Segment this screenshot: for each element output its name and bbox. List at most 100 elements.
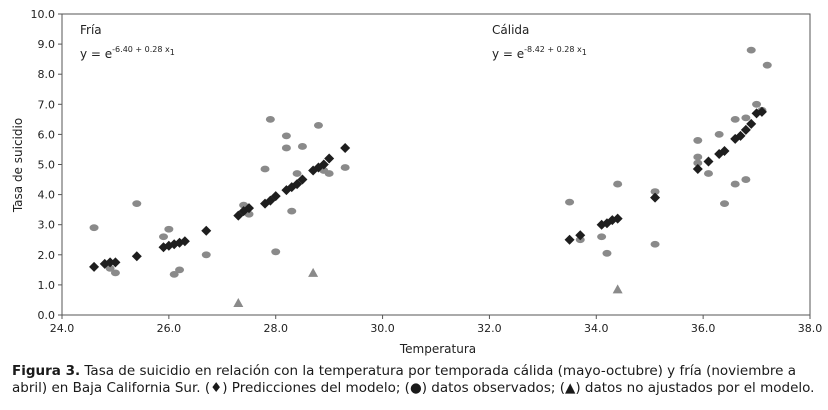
prediction-point [719, 145, 730, 156]
prediction-point [612, 213, 623, 224]
x-tick-label: 36.0 [691, 322, 716, 335]
y-tick-label: 9.0 [38, 38, 56, 51]
x-tick-label: 24.0 [50, 322, 75, 335]
prediction-point [270, 191, 281, 202]
observed-point [271, 248, 281, 256]
x-tick-label: 32.0 [477, 322, 502, 335]
y-tick-label: 7.0 [38, 98, 56, 111]
observed-point [169, 270, 179, 278]
panel-label-calida: Cálida [492, 23, 529, 37]
prediction-point [297, 174, 308, 185]
observed-point [292, 170, 302, 177]
prediction-point [650, 192, 661, 203]
observed-point [693, 153, 703, 161]
observed-point [281, 144, 291, 152]
observed-point [703, 170, 713, 177]
prediction-point [179, 236, 190, 247]
x-tick-label: 26.0 [157, 322, 182, 335]
prediction-point [131, 251, 142, 262]
observed-point [650, 240, 660, 248]
observed-point [324, 170, 334, 177]
observed-point [650, 188, 660, 195]
observed-point [762, 61, 772, 69]
y-tick-label: 6.0 [38, 128, 56, 141]
x-tick-label: 30.0 [370, 322, 395, 335]
y-tick-label: 8.0 [38, 68, 56, 81]
x-tick-label: 28.0 [263, 322, 288, 335]
prediction-point [244, 203, 254, 214]
prediction-point [340, 142, 351, 153]
figure-caption: Figura 3. Tasa de suicidio en relación c… [12, 363, 818, 397]
prediction-point [703, 156, 714, 167]
equation-fria-base: y = e [80, 47, 112, 61]
equation-calida: y = e-8.42 + 0.28 x1 [492, 45, 587, 61]
tick-labels: 24.0 26.0 28.0 30.0 32.0 34.0 36.0 38.0 0.0 1.0 2.… [31, 8, 823, 335]
y-tick-label: 10.0 [31, 8, 56, 21]
equation-fria-exponent: -6.40 + 0.28 x [112, 45, 170, 54]
unfitted-point [612, 284, 623, 294]
unfitted-point [233, 297, 244, 307]
prediction-point [564, 234, 575, 245]
observed-point [297, 143, 307, 150]
observed-point [597, 233, 607, 241]
observed-point [741, 176, 751, 183]
observed-point [159, 233, 169, 241]
prediction-point [89, 261, 100, 272]
y-tick-label: 2.0 [38, 249, 56, 262]
prediction-point [105, 257, 116, 268]
caption-diamond-symbol: ♦ [210, 380, 223, 396]
observed-point [287, 207, 297, 215]
prediction-point [201, 225, 212, 236]
y-tick-label: 4.0 [38, 189, 56, 202]
equation-fria: y = e-6.40 + 0.28 x1 [80, 45, 175, 61]
prediction-point [692, 164, 703, 175]
observed-point [720, 200, 730, 208]
observed-point [110, 269, 120, 277]
observed-point [260, 165, 270, 173]
observed-point [693, 159, 703, 167]
prediction-point [575, 230, 586, 241]
observed-point [281, 132, 291, 140]
observed-point [565, 198, 575, 206]
observed-point [164, 225, 174, 233]
y-tick-label: 0.0 [38, 309, 56, 322]
observed-point [105, 264, 115, 272]
observed-point [741, 114, 751, 122]
observed-point [201, 251, 211, 259]
caption-text-1: Tasa de suicidio en relación con la temp… [12, 363, 797, 396]
observed-point [132, 200, 142, 208]
caption-text-2: ) Predicciones del modelo; ( [222, 380, 410, 396]
x-axis-label: Temperatura [399, 342, 476, 356]
observed-point [602, 249, 612, 257]
equation-calida-exponent: -8.42 + 0.28 x [524, 45, 582, 54]
observed-point [265, 115, 275, 123]
observed-point [613, 180, 623, 188]
observed-point [89, 224, 99, 232]
observed-point [693, 137, 703, 144]
observed-point [746, 46, 756, 54]
caption-triangle-symbol: ▲ [564, 380, 576, 396]
observed-point [752, 100, 762, 108]
observed-point [730, 115, 740, 123]
caption-label: Figura 3. [12, 363, 81, 379]
y-axis-label: Tasa de suicidio [11, 118, 25, 213]
prediction-point [110, 257, 121, 268]
unfitted-point [308, 267, 319, 277]
equation-calida-base: y = e [492, 47, 524, 61]
equation-calida-subscript: 1 [582, 48, 587, 57]
caption-circle-symbol: ● [409, 380, 422, 396]
prediction-point [756, 106, 767, 117]
prediction-point [740, 124, 751, 135]
y-tick-label: 3.0 [38, 219, 56, 232]
observed-point [313, 121, 323, 129]
x-tick-label: 34.0 [584, 322, 609, 335]
y-tick-label: 1.0 [38, 279, 56, 292]
prediction-point [735, 130, 746, 141]
caption-text-3: ) datos observados; ( [421, 380, 565, 396]
y-tick-label: 5.0 [38, 159, 56, 172]
data-marks [89, 46, 772, 307]
axes [58, 13, 811, 319]
caption-text-4: ) datos no ajustados por el modelo. [575, 380, 815, 396]
x-tick-label: 38.0 [798, 322, 823, 335]
